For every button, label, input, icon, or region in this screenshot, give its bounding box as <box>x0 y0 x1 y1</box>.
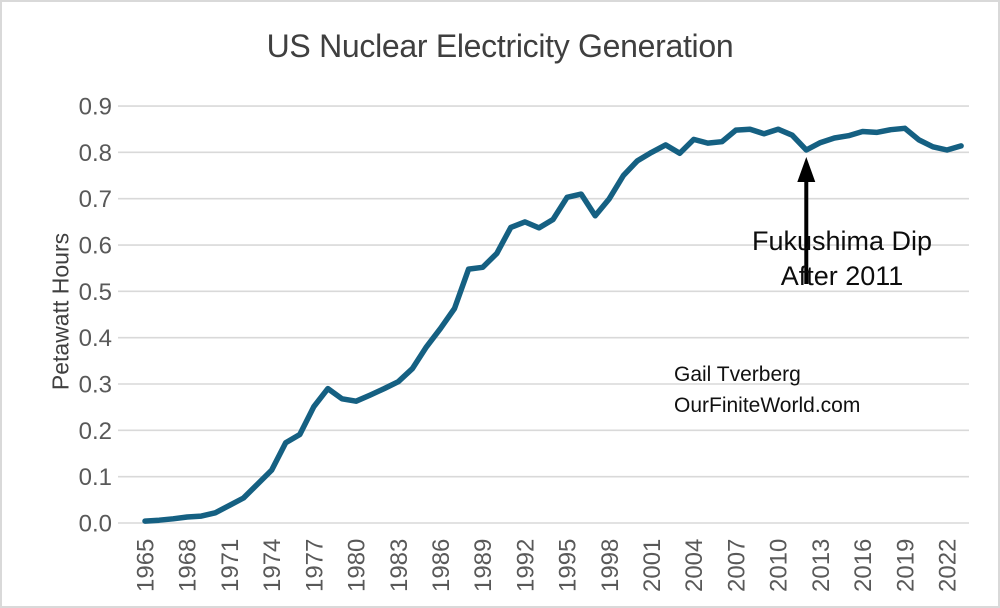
y-tick-label: 0.0 <box>79 511 112 538</box>
annotation-line-2: After 2011 <box>780 261 904 291</box>
x-tick-label: 2019 <box>892 539 919 592</box>
x-tick-label: 2001 <box>639 539 666 592</box>
x-tick-label: 1983 <box>386 539 413 592</box>
x-tick-label: 1968 <box>175 539 202 592</box>
y-tick-label: 0.1 <box>79 464 112 491</box>
y-tick-label: 0.4 <box>79 325 112 352</box>
y-axis-title: Petawatt Hours <box>47 232 74 391</box>
x-tick-label: 1977 <box>301 539 328 592</box>
x-tick-label: 2004 <box>681 539 708 592</box>
y-tick-label: 0.3 <box>79 372 112 399</box>
credit-text: Gail Tverberg OurFiniteWorld.com <box>674 359 860 421</box>
series-line <box>142 125 964 524</box>
y-tick-label: 0.8 <box>79 140 112 167</box>
x-tick-label: 1986 <box>428 539 455 592</box>
x-tick-label: 1998 <box>597 539 624 592</box>
annotation-arrow-head-icon <box>797 157 816 182</box>
x-tick-label: 2013 <box>808 539 835 592</box>
y-tick-label: 0.5 <box>79 279 112 306</box>
x-tick-label: 1971 <box>217 539 244 592</box>
credit-author: Gail Tverberg <box>674 363 801 386</box>
x-tick-label: 1992 <box>512 539 539 592</box>
x-tick-label: 1965 <box>133 539 160 592</box>
chart-title: US Nuclear Electricity Generation <box>266 28 734 64</box>
x-tick-label: 2016 <box>850 539 877 592</box>
y-tick-label: 0.7 <box>79 186 112 213</box>
x-tick-label: 2022 <box>934 539 961 592</box>
y-tick-label: 0.9 <box>79 94 112 121</box>
x-tick-label: 1989 <box>470 539 497 592</box>
fukushima-annotation: Fukushima Dip After 2011 <box>702 224 982 294</box>
y-tick-label: 0.6 <box>79 233 112 260</box>
credit-site: OurFiniteWorld.com <box>674 394 861 417</box>
annotation-line-1: Fukushima Dip <box>751 226 933 256</box>
x-tick-label: 2010 <box>766 539 793 592</box>
x-tick-label: 1980 <box>344 539 371 592</box>
x-tick-label: 1995 <box>555 539 582 592</box>
x-tick-label: 2007 <box>723 539 750 592</box>
y-tick-label: 0.2 <box>79 418 112 445</box>
x-tick-label: 1974 <box>259 539 286 592</box>
